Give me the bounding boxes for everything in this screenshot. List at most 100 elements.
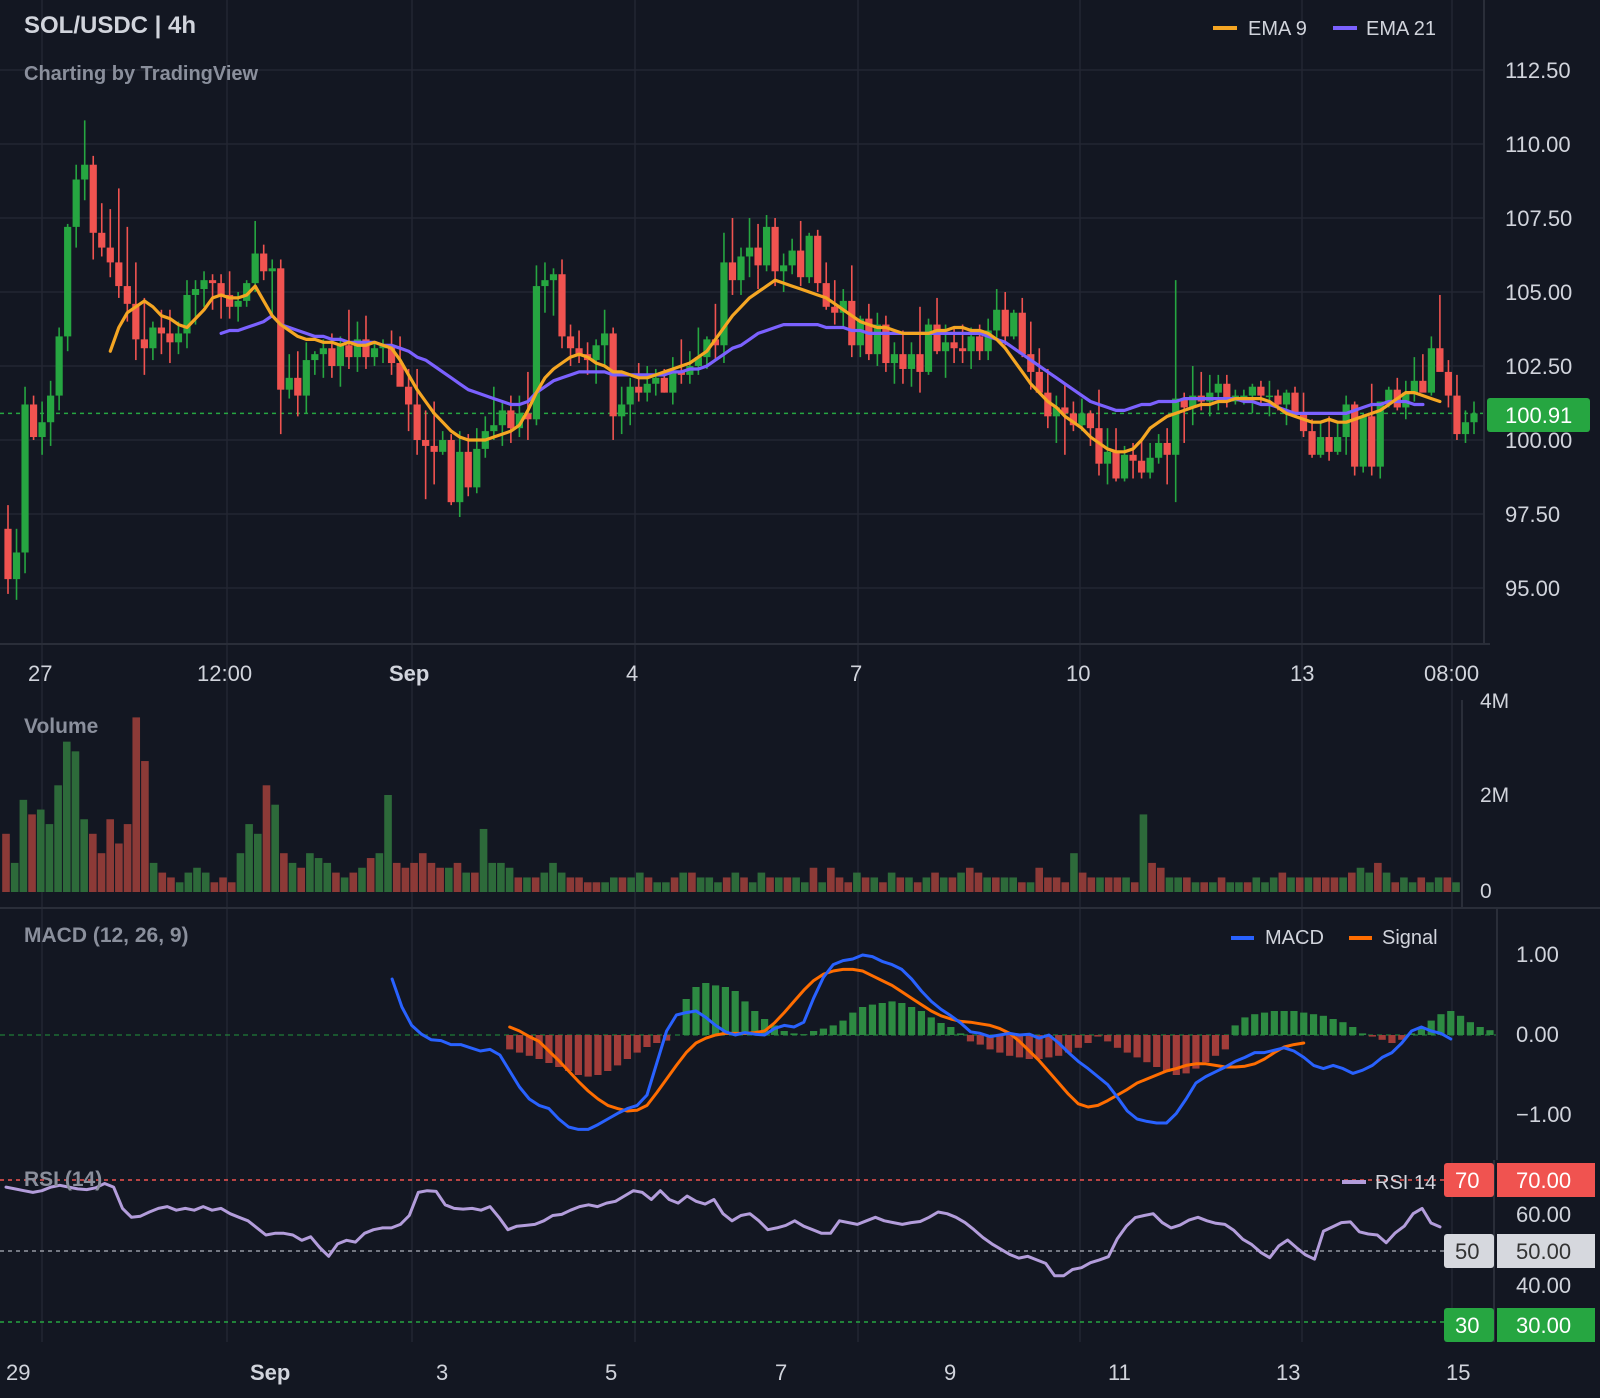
- volume-bar[interactable]: [653, 882, 661, 892]
- volume-bar[interactable]: [1391, 882, 1400, 892]
- candle[interactable]: [831, 306, 839, 313]
- volume-bar[interactable]: [931, 872, 939, 892]
- volume-pane[interactable]: [2, 717, 1460, 892]
- volume-bar[interactable]: [1417, 877, 1426, 892]
- candle[interactable]: [81, 164, 89, 180]
- candle[interactable]: [1436, 348, 1444, 372]
- signal-line[interactable]: [508, 967, 1306, 1113]
- volume-bar[interactable]: [627, 877, 635, 892]
- volume-bar[interactable]: [948, 877, 957, 892]
- candle[interactable]: [1061, 407, 1069, 414]
- candle[interactable]: [1410, 380, 1418, 393]
- volume-bar[interactable]: [1452, 882, 1460, 892]
- candle[interactable]: [1248, 386, 1256, 396]
- volume-bar[interactable]: [497, 862, 505, 892]
- candle[interactable]: [1052, 407, 1060, 417]
- volume-bar[interactable]: [757, 872, 766, 892]
- volume-bar[interactable]: [974, 872, 983, 892]
- candle[interactable]: [285, 377, 293, 390]
- rsi-pane[interactable]: [0, 1179, 1444, 1323]
- candle[interactable]: [47, 395, 55, 423]
- volume-bar[interactable]: [123, 824, 132, 892]
- candle[interactable]: [447, 440, 455, 503]
- candle[interactable]: [1376, 401, 1384, 467]
- volume-bar[interactable]: [1365, 872, 1373, 892]
- candle[interactable]: [1419, 380, 1427, 393]
- candle[interactable]: [413, 404, 421, 440]
- volume-bar[interactable]: [201, 872, 210, 892]
- volume-bar[interactable]: [1078, 872, 1087, 892]
- candle[interactable]: [592, 345, 600, 361]
- volume-bar[interactable]: [19, 799, 28, 892]
- candle[interactable]: [1265, 395, 1274, 398]
- volume-bar[interactable]: [662, 882, 670, 892]
- volume-bar[interactable]: [965, 867, 974, 892]
- macd-line[interactable]: [390, 953, 1453, 1131]
- volume-bar[interactable]: [1243, 882, 1252, 892]
- volume-bar[interactable]: [531, 877, 540, 892]
- volume-bar[interactable]: [887, 872, 896, 892]
- volume-bar[interactable]: [141, 761, 149, 892]
- candle[interactable]: [1137, 460, 1146, 473]
- volume-bar[interactable]: [1148, 862, 1156, 892]
- candle[interactable]: [924, 324, 933, 372]
- volume-bar[interactable]: [219, 877, 227, 892]
- volume-bar[interactable]: [1209, 882, 1217, 892]
- candle[interactable]: [4, 528, 12, 580]
- candle[interactable]: [728, 262, 737, 281]
- candle[interactable]: [558, 274, 566, 337]
- volume-bar[interactable]: [1400, 877, 1408, 892]
- volume-bar[interactable]: [566, 877, 575, 892]
- candle[interactable]: [805, 235, 813, 278]
- volume-bar[interactable]: [375, 853, 384, 892]
- candle[interactable]: [507, 410, 515, 429]
- volume-bar[interactable]: [583, 882, 592, 892]
- candle[interactable]: [362, 339, 370, 358]
- volume-bar[interactable]: [1287, 877, 1295, 892]
- candle[interactable]: [694, 357, 702, 366]
- candle[interactable]: [1334, 437, 1342, 452]
- candle[interactable]: [1103, 451, 1112, 464]
- candle[interactable]: [98, 232, 106, 248]
- volume-bar[interactable]: [262, 785, 271, 892]
- volume-bar[interactable]: [54, 785, 62, 892]
- volume-bar[interactable]: [1235, 882, 1243, 892]
- volume-bar[interactable]: [1104, 877, 1113, 892]
- candle[interactable]: [566, 336, 575, 349]
- volume-bar[interactable]: [992, 877, 1000, 892]
- candle[interactable]: [123, 286, 131, 304]
- candle[interactable]: [345, 345, 353, 358]
- candle[interactable]: [1044, 392, 1052, 417]
- candle[interactable]: [439, 440, 447, 452]
- candle[interactable]: [711, 339, 720, 346]
- volume-bar[interactable]: [314, 858, 323, 892]
- volume-bar[interactable]: [957, 872, 965, 892]
- volume-bar[interactable]: [557, 872, 566, 892]
- price-axis[interactable]: 112.50 110.00 107.50 105.00 102.50 100.0…: [1505, 58, 1572, 601]
- candle[interactable]: [618, 404, 626, 417]
- volume-bar[interactable]: [853, 872, 861, 892]
- candle[interactable]: [1470, 413, 1478, 423]
- volume-bar[interactable]: [401, 867, 410, 892]
- candle[interactable]: [1027, 354, 1035, 372]
- volume-bar[interactable]: [2, 833, 10, 892]
- volume-bar[interactable]: [115, 843, 123, 893]
- candle[interactable]: [515, 413, 523, 429]
- volume-bar[interactable]: [1061, 882, 1070, 892]
- candle[interactable]: [1359, 416, 1367, 467]
- volume-bar[interactable]: [271, 804, 279, 892]
- volume-bar[interactable]: [236, 853, 245, 892]
- candle[interactable]: [1095, 428, 1103, 464]
- candle[interactable]: [157, 327, 166, 334]
- candle[interactable]: [933, 324, 941, 352]
- volume-bar[interactable]: [245, 824, 253, 892]
- candle[interactable]: [643, 383, 651, 393]
- candle[interactable]: [1155, 442, 1163, 458]
- candle[interactable]: [89, 164, 97, 233]
- volume-bar[interactable]: [488, 862, 497, 892]
- ema9-line[interactable]: [108, 278, 1442, 454]
- volume-bar[interactable]: [514, 877, 523, 892]
- candle[interactable]: [251, 253, 259, 284]
- volume-bar[interactable]: [905, 877, 913, 892]
